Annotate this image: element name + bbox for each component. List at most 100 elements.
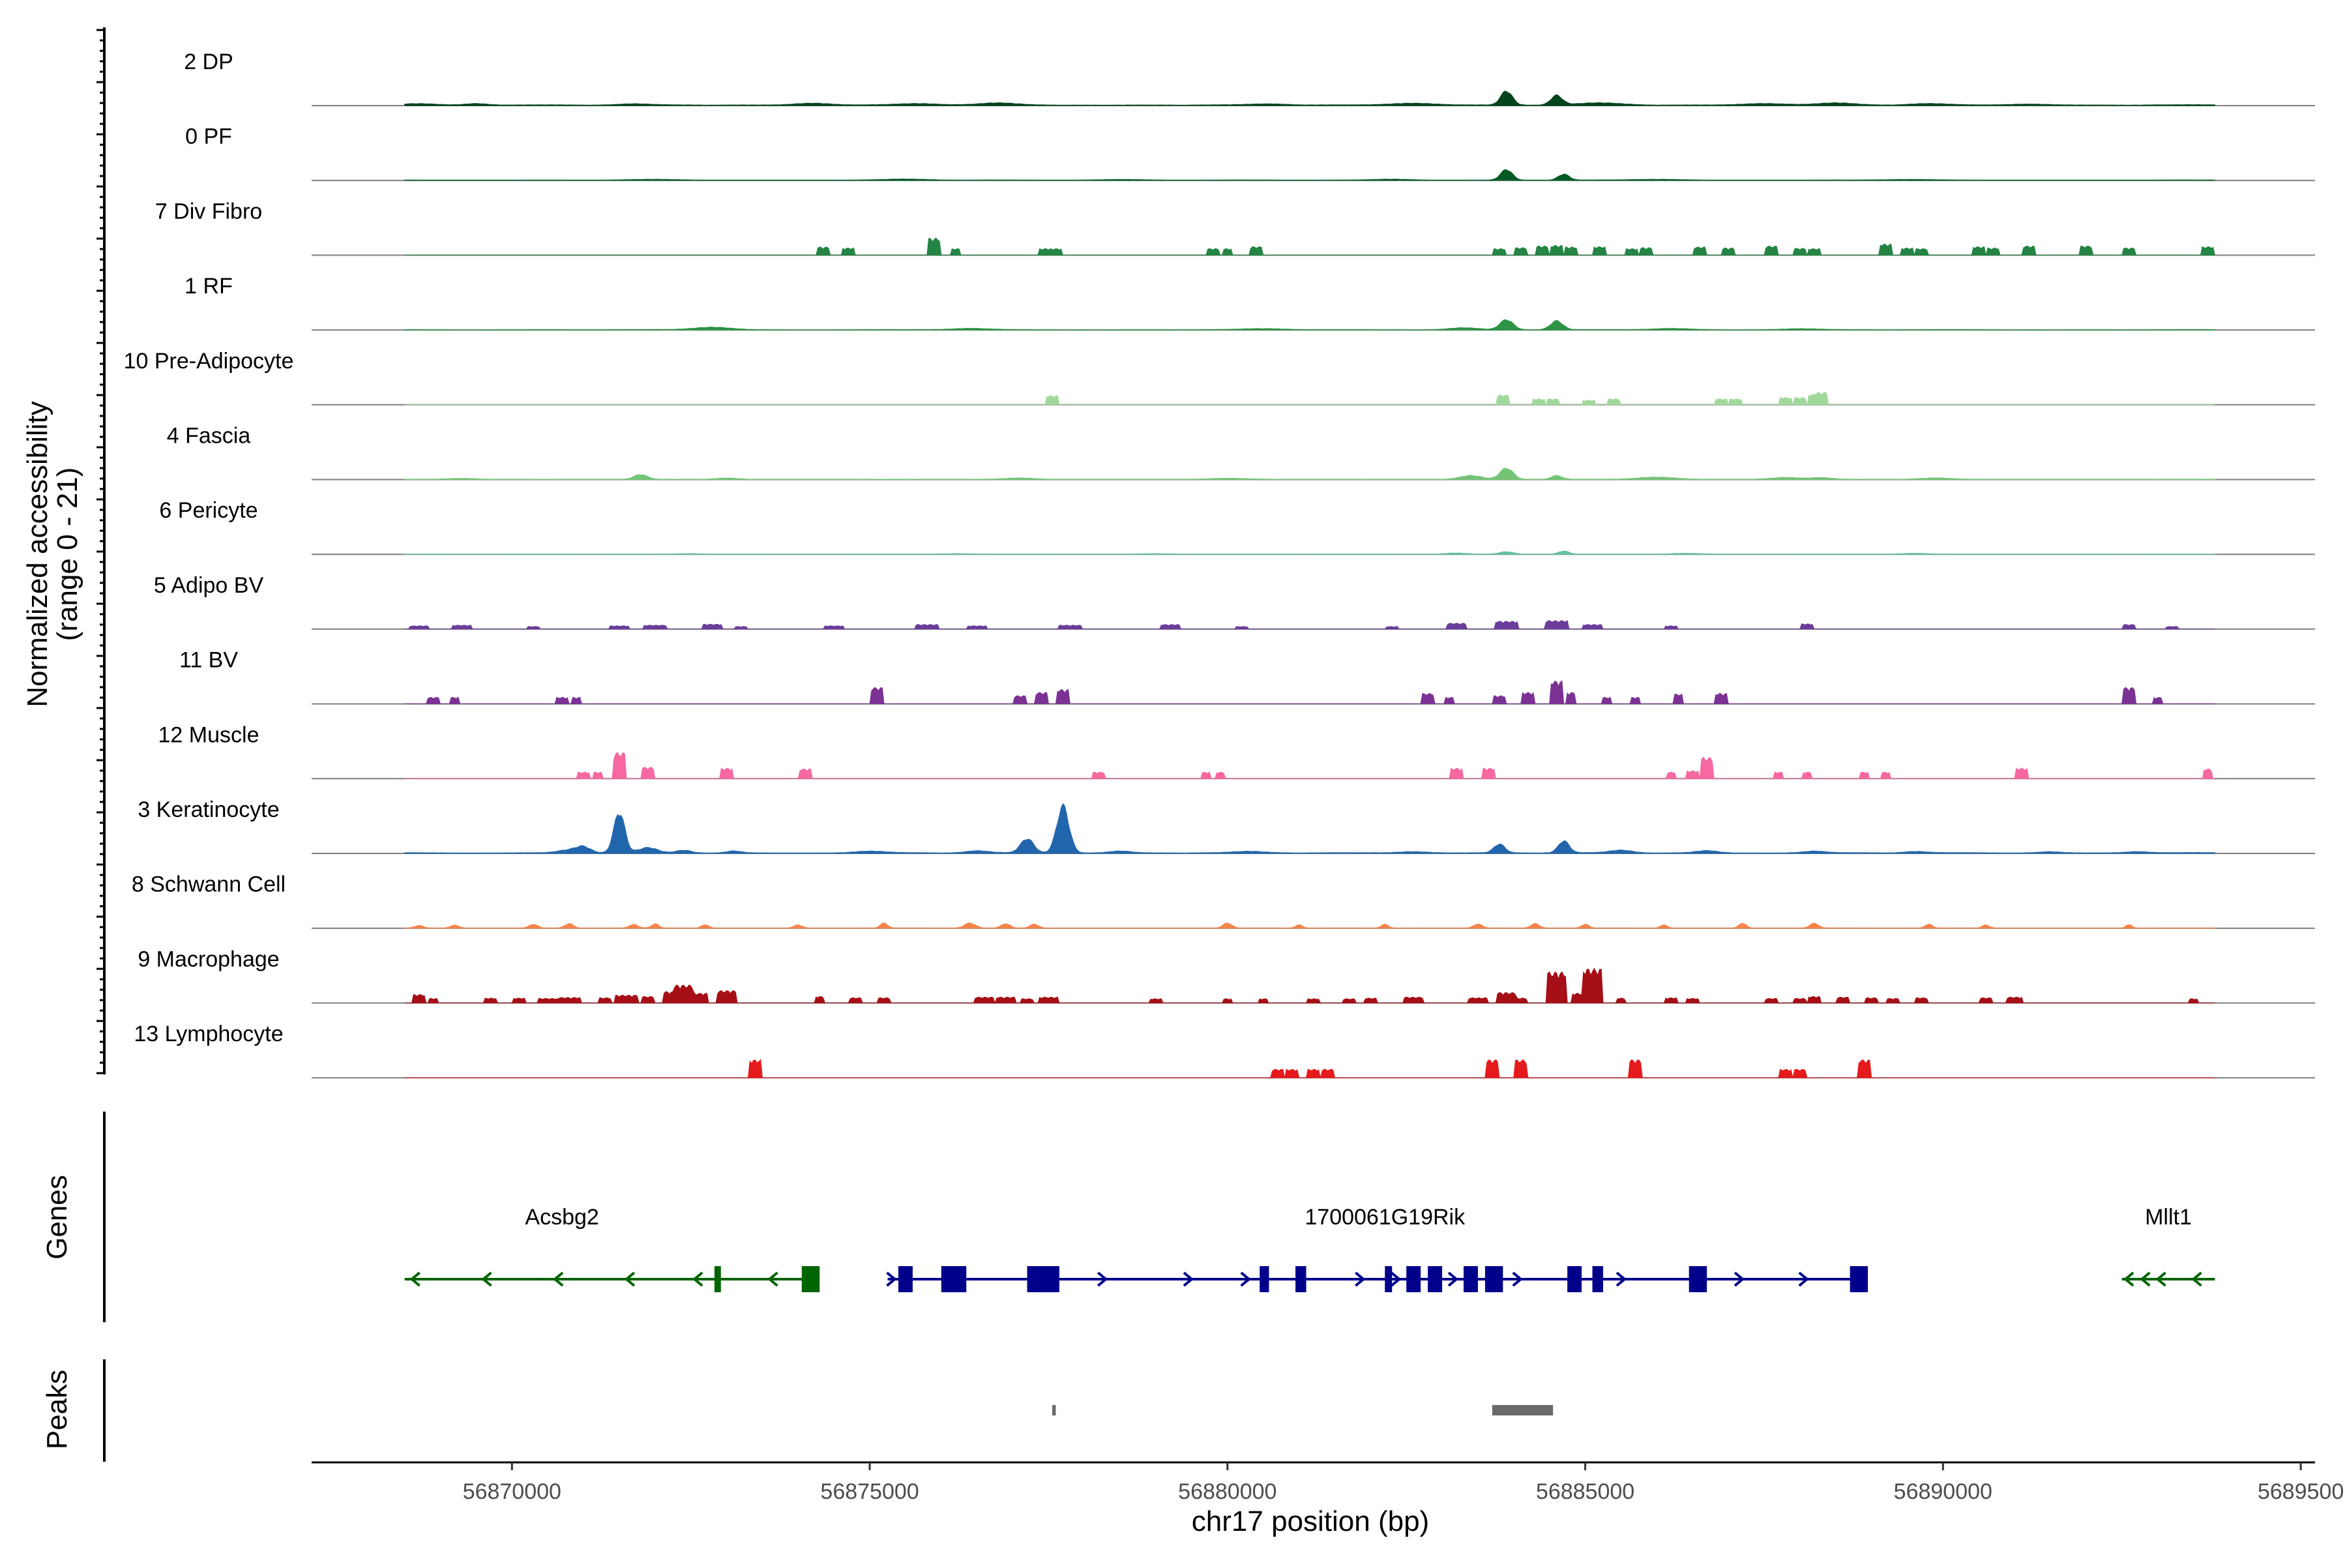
track-label: 7 Div Fibro: [155, 199, 262, 224]
track-signal: [404, 169, 2215, 181]
x-tick-label: 56875000: [820, 1479, 919, 1504]
gene-exon: [714, 1266, 721, 1292]
gene-strand-arrow: [1390, 1271, 1402, 1287]
x-axis-label: chr17 position (bp): [1192, 1505, 1429, 1537]
x-tick-label: 56870000: [463, 1479, 561, 1504]
coverage-track: 2 DP: [184, 50, 2315, 106]
track-signal: [404, 550, 2215, 555]
gene-exon: [1463, 1266, 1478, 1292]
gene-strand-arrow: [1097, 1271, 1108, 1287]
gene-exon: [1484, 1266, 1503, 1292]
gene-strand-arrow: [767, 1271, 778, 1287]
gene-strand-arrow: [553, 1271, 564, 1287]
peak-region: [1492, 1405, 1554, 1415]
coverage-track: 10 Pre-Adipocyte: [124, 349, 2315, 406]
track-signal: [404, 319, 2215, 331]
gene-exon: [1428, 1266, 1443, 1292]
gene-strand-arrow: [1616, 1271, 1627, 1287]
gene-strand-arrow: [886, 1271, 897, 1287]
coverage-tracks: 2 DP 0 PF 7 Div Fibro 1 RF 10 Pre-Adipocyte 4…: [124, 50, 2315, 1079]
gene-model: 1700061G19Rik: [886, 1205, 1868, 1292]
peak-region: [1052, 1405, 1056, 1415]
track-signal: [404, 467, 2215, 480]
coverage-track: 9 Macrophage: [138, 947, 2315, 1004]
gene-exon: [1567, 1266, 1582, 1292]
gene-exon: [1592, 1266, 1603, 1292]
gene-exon: [941, 1266, 967, 1292]
gene-exon: [1260, 1266, 1269, 1292]
coverage-track: 11 BV: [179, 648, 2315, 705]
track-label: 2 DP: [184, 50, 233, 74]
coverage-track: 4 Fascia: [167, 424, 2315, 481]
gene-strand-arrow: [1447, 1271, 1459, 1287]
track-signal: [404, 392, 2215, 406]
coverage-track: 12 Muscle: [158, 722, 2315, 780]
track-signal: [404, 752, 2215, 779]
gene-strand-arrow: [1355, 1271, 1366, 1287]
gene-exon: [1406, 1266, 1421, 1292]
gene-strand-arrow: [2123, 1271, 2134, 1287]
peaks-track: [1052, 1405, 1554, 1415]
track-signal: [404, 237, 2215, 257]
track-signal: [404, 968, 2215, 1004]
x-tick-label: 5689500: [2258, 1479, 2344, 1504]
gene-label: Acsbg2: [525, 1205, 598, 1230]
track-label: 1 RF: [185, 274, 233, 299]
track-label: 12 Muscle: [158, 722, 259, 747]
gene-exon: [898, 1266, 913, 1292]
gene-exon: [801, 1266, 820, 1292]
track-signal: [404, 922, 2215, 929]
gene-strand-arrow: [481, 1271, 492, 1287]
track-signal: [404, 91, 2215, 106]
genes-panel-label: Genes: [41, 1175, 73, 1260]
track-label: 10 Pre-Adipocyte: [124, 349, 294, 374]
x-tick-label: 56890000: [1894, 1479, 1992, 1504]
y-axis-label-line2: (range 0 - 21): [52, 467, 83, 642]
y-axis-label-line1: Normalized accessibility: [22, 401, 53, 707]
track-label: 3 Keratinocyte: [138, 797, 279, 822]
coverage-track: 0 PF: [185, 125, 2315, 181]
x-tick-label: 56885000: [1536, 1479, 1634, 1504]
track-signal: [404, 620, 2215, 630]
gene-label: Mllt1: [2145, 1205, 2192, 1230]
gene-model: Mllt1: [2121, 1205, 2215, 1287]
track-label: 8 Schwann Cell: [132, 872, 286, 897]
gene-exon: [1689, 1266, 1707, 1292]
track-label: 13 Lymphocyte: [134, 1022, 283, 1046]
gene-strand-arrow: [1734, 1271, 1745, 1287]
gene-model: Acsbg2: [404, 1205, 2202, 1292]
coverage-track: 3 Keratinocyte: [138, 797, 2315, 854]
gene-exon: [1385, 1266, 1393, 1292]
track-label: 4 Fascia: [167, 424, 251, 449]
track-label: 9 Macrophage: [138, 947, 279, 971]
gene-annotation-track: Acsbg2 1700061G19Rik Mllt1: [404, 1205, 2215, 1292]
peaks-panel-label: Peaks: [41, 1370, 73, 1449]
x-tick-label: 56880000: [1178, 1479, 1277, 1504]
gene-label: 1700061G19Rik: [1305, 1205, 1466, 1230]
track-signal: [404, 680, 2215, 705]
gene-strand-arrow: [2155, 1271, 2166, 1287]
track-label: 6 Pericyte: [159, 498, 258, 523]
track-signal: [404, 803, 2215, 854]
coverage-track: 8 Schwann Cell: [132, 872, 2315, 929]
track-signal: [404, 1059, 2215, 1078]
track-label: 0 PF: [185, 125, 232, 149]
axes-layer: 56870000 56875000 56880000 56885000 56890000…: [96, 27, 2344, 1504]
gene-strand-arrow: [1798, 1271, 1809, 1287]
coverage-track: 13 Lymphocyte: [134, 1022, 2315, 1079]
coverage-track: 6 Pericyte: [159, 498, 2315, 555]
track-label: 11 BV: [179, 648, 238, 673]
gene-strand-arrow: [624, 1271, 636, 1287]
gene-strand-arrow: [692, 1271, 703, 1287]
gene-strand-arrow: [1512, 1271, 1523, 1287]
gene-strand-arrow: [1183, 1271, 1194, 1287]
coverage-track: 7 Div Fibro: [155, 199, 2315, 257]
gene-exon: [1850, 1266, 1868, 1292]
track-label: 5 Adipo BV: [154, 573, 264, 598]
gene-strand-arrow: [1240, 1271, 1251, 1287]
gene-exon: [1027, 1266, 1059, 1292]
coverage-track: 1 RF: [185, 274, 2315, 331]
gene-exon: [1295, 1266, 1306, 1292]
